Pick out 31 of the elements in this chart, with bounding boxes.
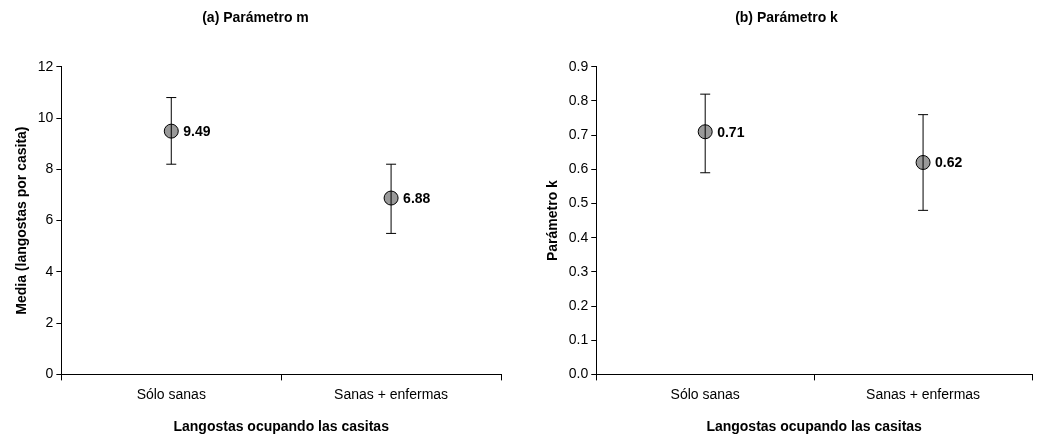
y-tick-label: 0.7 (568, 126, 589, 143)
y-tick-label: 0.1 (568, 331, 589, 348)
data-label: 9.49 (183, 123, 211, 139)
y-tick-label: 0.0 (568, 365, 589, 382)
y-tick-label: 0 (45, 365, 54, 382)
y-tick-label: 12 (37, 57, 54, 74)
y-tick-label: 0.6 (568, 160, 589, 177)
y-tick-label: 0.2 (568, 296, 589, 313)
y-axis-title: Parámetro k (544, 179, 561, 262)
x-axis-title: Langostas ocupando las casitas (173, 418, 390, 435)
y-tick-label: 0.9 (568, 57, 589, 74)
x-axis-title: Langostas ocupando las casitas (706, 418, 923, 435)
x-tick-label: Sanas + enfermas (866, 385, 981, 402)
y-tick-label: 4 (45, 262, 54, 279)
x-tick-label: Sólo sanas (670, 385, 740, 402)
y-tick-label: 0.3 (568, 262, 589, 279)
y-tick-label: 8 (45, 160, 54, 177)
y-tick-label: 0.4 (568, 228, 589, 245)
x-tick-label: Sólo sanas (136, 385, 206, 402)
data-label: 6.88 (403, 189, 431, 206)
y-tick-label: 10 (37, 108, 54, 125)
y-tick-label: 0.5 (568, 194, 589, 211)
y-tick-label: 2 (45, 313, 54, 330)
y-axis-title: Media (langostas por casita) (13, 126, 30, 315)
y-tick-label: 0.8 (568, 91, 589, 108)
data-label: 0.62 (935, 154, 963, 171)
chart-title: (a) Parámetro m (202, 9, 309, 26)
chart-title: (b) Parámetro k (735, 9, 839, 26)
x-tick-label: Sanas + enfermas (334, 385, 449, 402)
data-label: 0.71 (717, 123, 745, 140)
y-tick-label: 6 (45, 211, 54, 228)
